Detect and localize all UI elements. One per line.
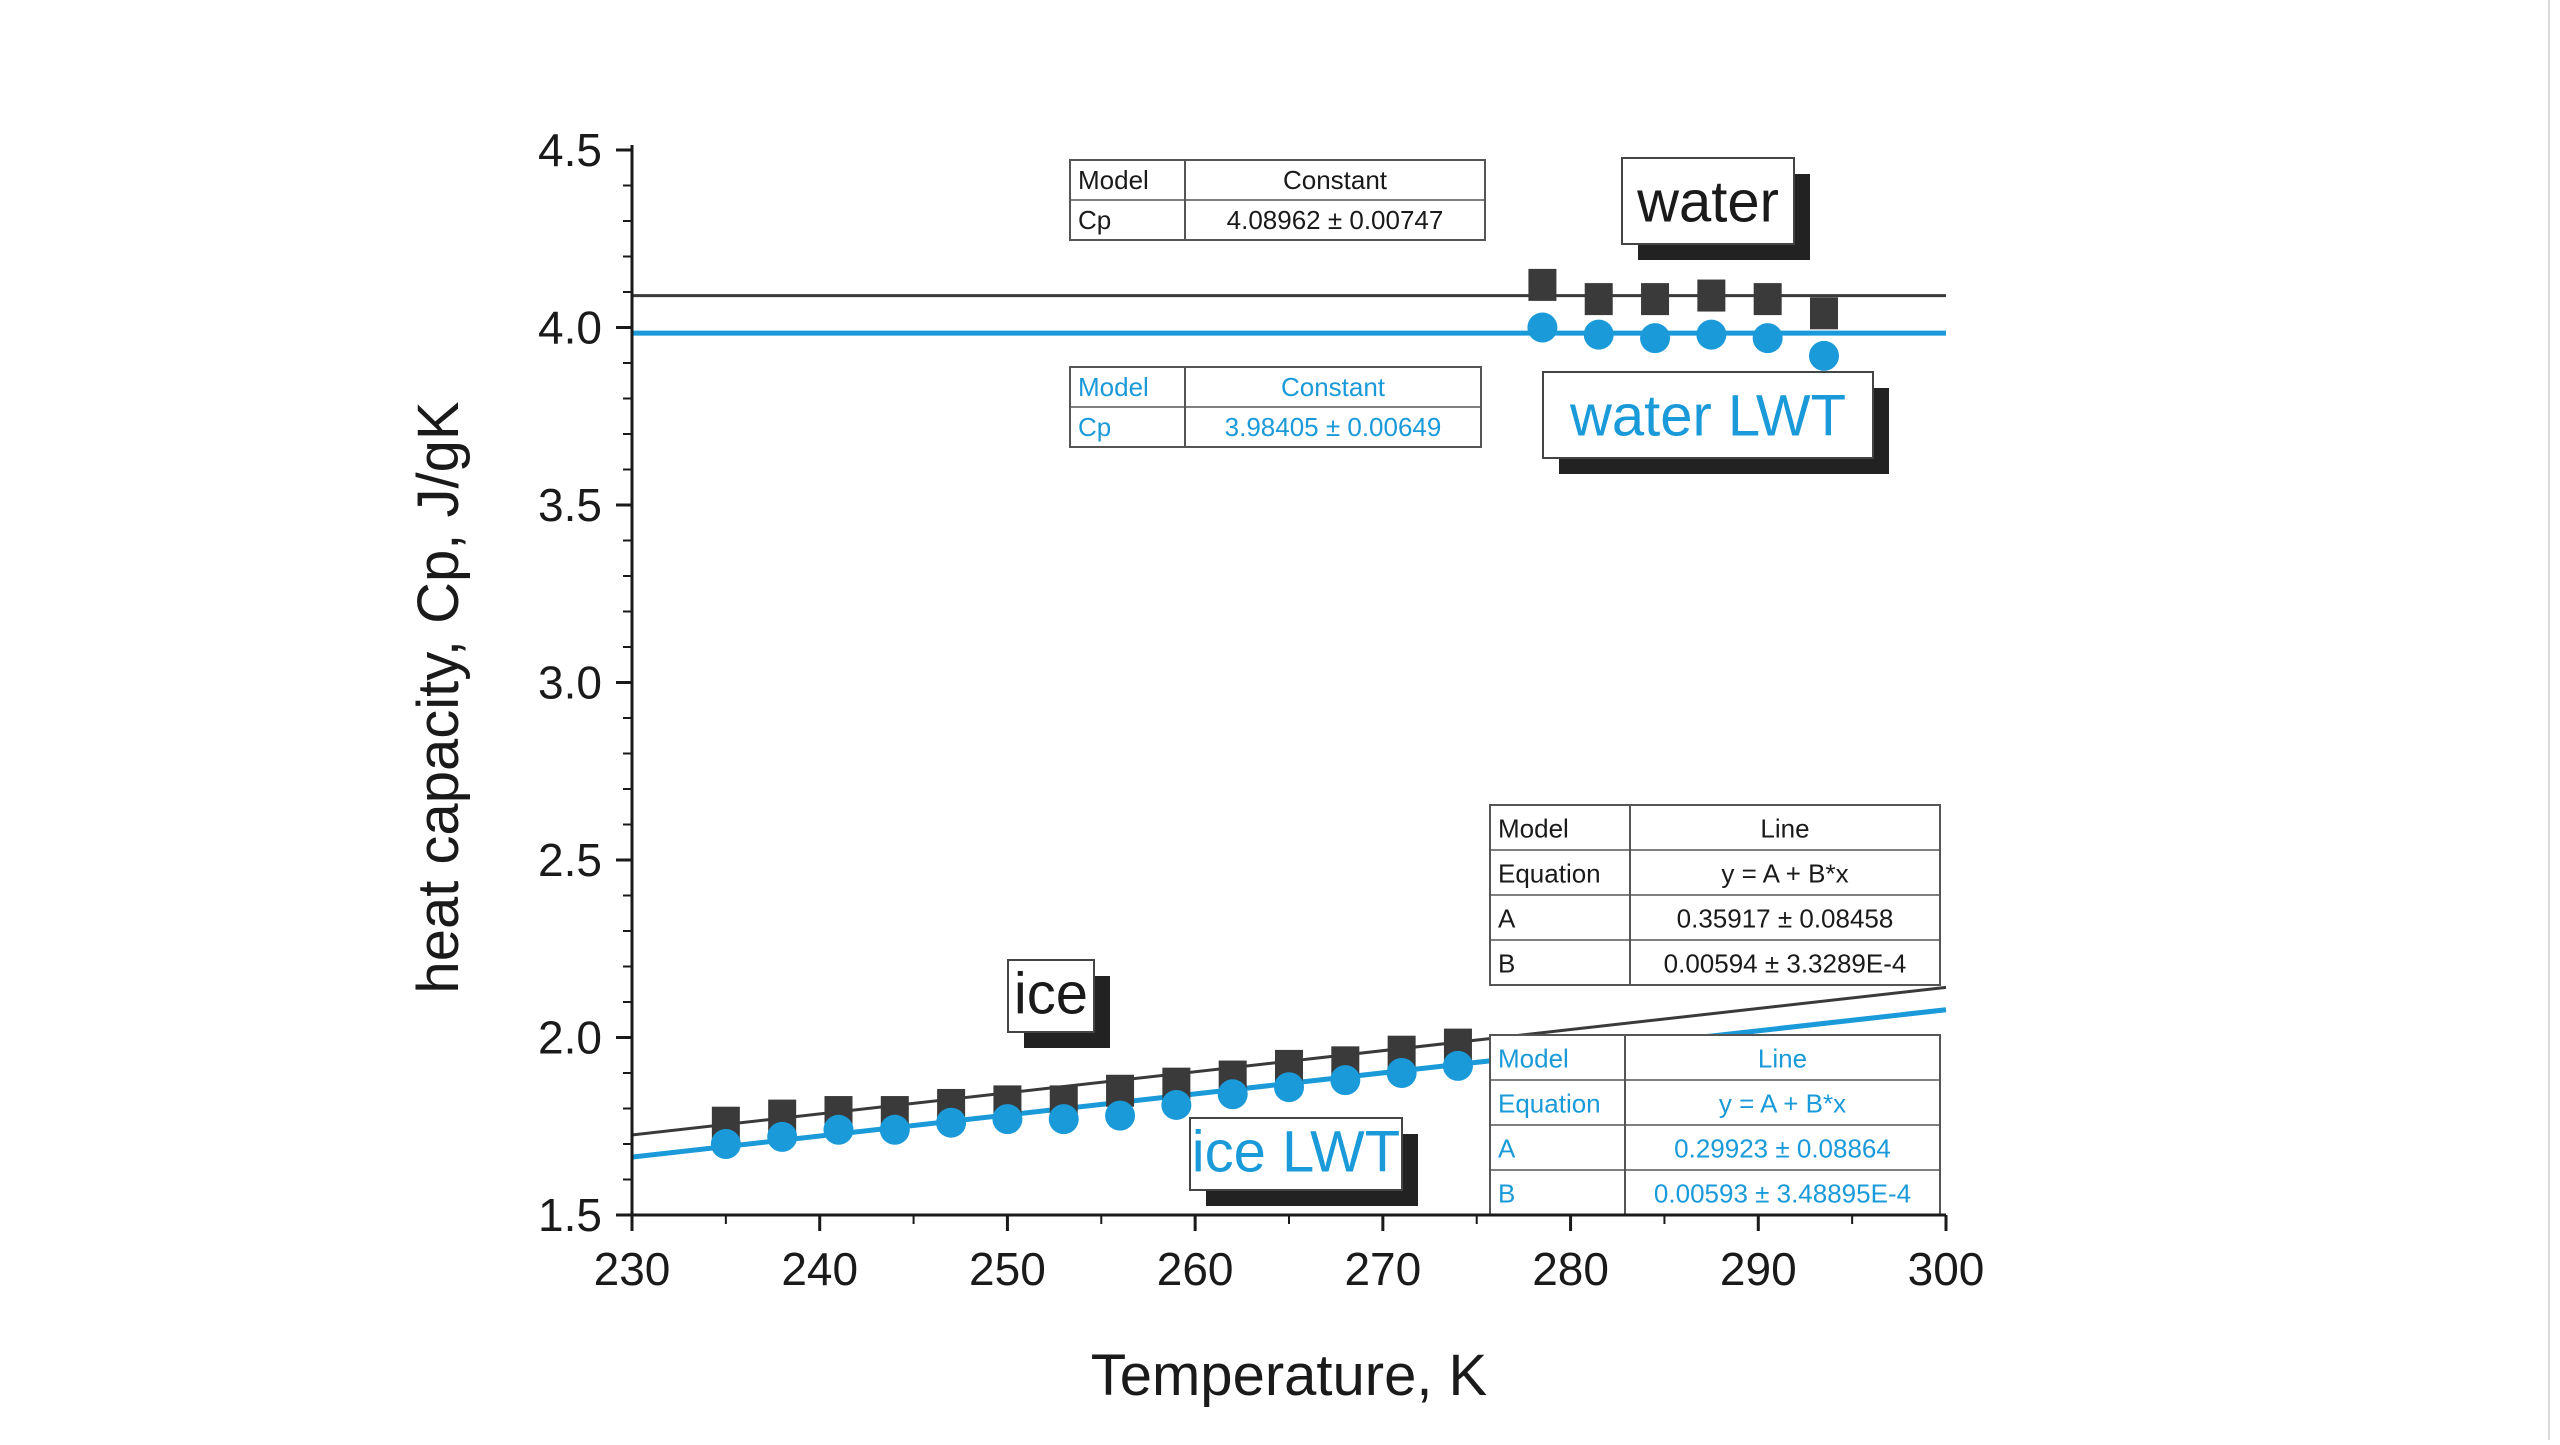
series-label-text: ice LWT xyxy=(1192,1119,1400,1184)
data-point-square xyxy=(1809,297,1838,330)
y-tick-label: 4.5 xyxy=(538,124,602,176)
fit-table-value: 0.00594 ± 3.3289E-4 xyxy=(1664,948,1907,978)
data-point-circle xyxy=(767,1121,798,1152)
data-points xyxy=(710,268,1839,1159)
fit-table-value: 0.00593 ± 3.48895E-4 xyxy=(1654,1178,1911,1208)
data-point-circle xyxy=(1161,1089,1192,1120)
data-point-circle xyxy=(1386,1058,1417,1088)
series-label-ice-lwt: ice LWT xyxy=(1189,1117,1418,1206)
fit-table-key: Model xyxy=(1498,813,1569,843)
y-tick-label: 3.5 xyxy=(538,479,602,531)
series-label-water: water xyxy=(1621,157,1810,260)
data-point-square xyxy=(1528,268,1557,301)
fit-table-value: Line xyxy=(1758,1043,1807,1073)
series-label-text: water LWT xyxy=(1569,384,1846,449)
series-water xyxy=(1528,268,1838,330)
x-tick-label: 230 xyxy=(594,1243,671,1295)
data-point-circle xyxy=(936,1107,967,1138)
y-tick-label: 4.0 xyxy=(538,302,602,354)
fit-table-key: Model xyxy=(1498,1043,1569,1073)
fit-table-value: Constant xyxy=(1281,372,1386,402)
x-tick-label: 240 xyxy=(781,1243,858,1295)
series-label-text: ice xyxy=(1014,961,1088,1026)
x-tick-label: 290 xyxy=(1720,1243,1797,1295)
series-label-box xyxy=(1189,1117,1403,1191)
data-point-circle xyxy=(710,1129,741,1159)
data-point-circle xyxy=(1696,319,1727,350)
fit-table-key: Model xyxy=(1078,372,1149,402)
fit-table-key: Cp xyxy=(1078,412,1111,442)
y-tick-label: 1.5 xyxy=(538,1189,602,1241)
data-point-circle xyxy=(1105,1100,1136,1131)
x-tick-label: 280 xyxy=(1532,1243,1609,1295)
series-label-text: water xyxy=(1636,170,1779,235)
data-point-circle xyxy=(879,1114,910,1145)
series-label-ice: ice xyxy=(1007,959,1110,1048)
fit-table-key: Equation xyxy=(1498,858,1601,888)
fit-table-value: y = A + B*x xyxy=(1721,858,1848,888)
data-point-square xyxy=(1641,283,1670,316)
x-tick-label: 260 xyxy=(1157,1243,1234,1295)
series-ice-lwt xyxy=(710,1050,1473,1159)
series-water-lwt xyxy=(1527,312,1839,371)
data-point-circle xyxy=(1640,323,1671,354)
data-point-circle xyxy=(1048,1104,1079,1135)
data-point-square xyxy=(1584,283,1613,316)
fit-table-key: Equation xyxy=(1498,1088,1601,1118)
x-tick-label: 270 xyxy=(1344,1243,1421,1295)
data-point-circle xyxy=(1217,1079,1248,1110)
fit-tables: Model Constant Cp 4.08962 ± 0.00747 Model Con… xyxy=(1069,159,1941,1216)
fit-table-ice: Model Line Equation y = A + B*x A 0.35917 ± 0… xyxy=(1489,804,1941,986)
fit-table-ice-lwt: Model Line Equation y = A + B*x A 0.29923 ± 0… xyxy=(1489,1034,1941,1216)
page-edge-line xyxy=(2548,0,2550,1440)
fit-table-key: Cp xyxy=(1078,205,1111,235)
data-point-circle xyxy=(1583,319,1614,350)
fit-table-key: A xyxy=(1498,1133,1516,1163)
series-label-water-lwt: water LWT xyxy=(1542,371,1889,474)
fit-table-key: Model xyxy=(1078,165,1149,195)
data-point-square xyxy=(1753,283,1782,316)
x-axis-title: Temperature, K xyxy=(1091,1343,1488,1408)
fit-table-key: B xyxy=(1498,948,1515,978)
data-point-circle xyxy=(1527,312,1558,343)
y-axis-title: heat capacity, Cp, J/gK xyxy=(406,401,471,993)
fit-table-value: 0.35917 ± 0.08458 xyxy=(1677,903,1894,933)
series-labels: water water LWT ice ice LWT xyxy=(1007,157,1889,1206)
data-point-circle xyxy=(1330,1065,1361,1096)
y-tick-label: 2.0 xyxy=(538,1012,602,1064)
fit-table-key: A xyxy=(1498,903,1516,933)
data-point-circle xyxy=(1752,323,1783,354)
y-tick-label: 3.0 xyxy=(538,657,602,709)
data-point-circle xyxy=(823,1114,854,1145)
fit-table-water: Model Constant Cp 4.08962 ± 0.00747 xyxy=(1069,159,1486,241)
data-point-circle xyxy=(1442,1050,1473,1081)
axes: 230 240 250 260 270 280 290 300 1.5 2.0 2.5 3.0 3.5 4… xyxy=(406,124,1984,1408)
series-label-box xyxy=(1542,371,1874,459)
fit-table-value: 4.08962 ± 0.00747 xyxy=(1227,205,1444,235)
data-point-circle xyxy=(1274,1072,1304,1103)
fit-table-value: 3.98405 ± 0.00649 xyxy=(1225,412,1442,442)
fit-table-value: 0.29923 ± 0.08864 xyxy=(1674,1133,1891,1163)
data-point-circle xyxy=(1808,340,1839,371)
fit-table-value: y = A + B*x xyxy=(1719,1088,1846,1118)
fit-table-value: Line xyxy=(1760,813,1809,843)
x-tick-label: 250 xyxy=(969,1243,1046,1295)
series-label-box xyxy=(1621,157,1795,245)
fit-table-key: B xyxy=(1498,1178,1515,1208)
fit-table-value: Constant xyxy=(1283,165,1388,195)
data-point-square xyxy=(1697,279,1726,312)
x-tick-label: 300 xyxy=(1908,1243,1985,1295)
y-tick-label: 2.5 xyxy=(538,834,602,886)
fit-table-water-lwt: Model Constant Cp 3.98405 ± 0.00649 xyxy=(1069,366,1482,448)
data-point-circle xyxy=(992,1104,1023,1135)
series-label-box xyxy=(1007,959,1095,1033)
